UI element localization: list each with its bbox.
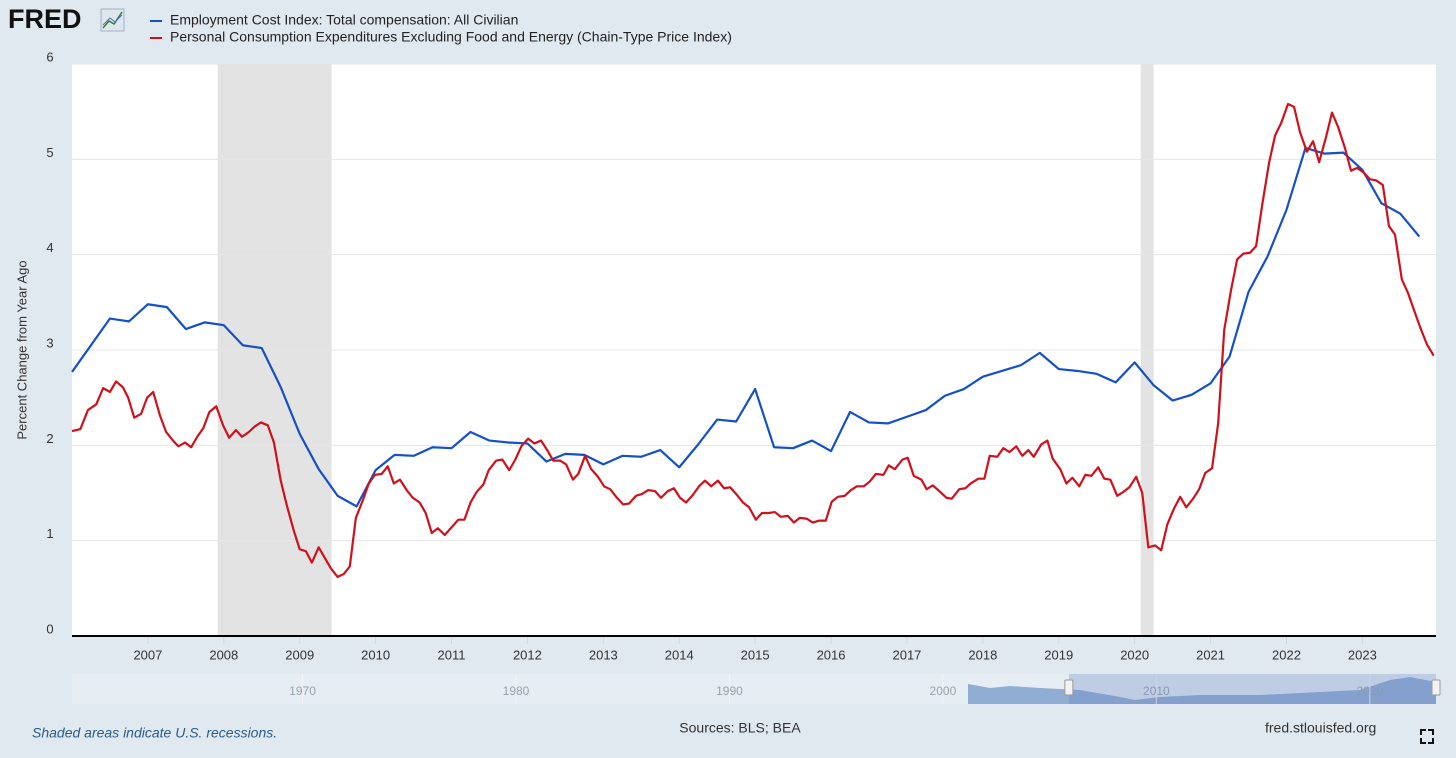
x-tick-label: 2009	[285, 647, 314, 662]
x-tick-label: 2022	[1272, 647, 1301, 662]
x-tick-label: 2018	[968, 647, 997, 662]
logo-icon	[100, 8, 125, 32]
x-tick-label: 2007	[133, 647, 162, 662]
y-tick-label: 6	[46, 49, 53, 64]
navigator-tick-label: 2020	[1356, 684, 1383, 698]
x-tick-label: 2020	[1120, 647, 1149, 662]
navigator-tick-label: 1970	[289, 684, 316, 698]
y-axis-label: Percent Change from Year Ago	[14, 260, 29, 439]
x-tick-label: 2010	[361, 647, 390, 662]
series-line	[71, 102, 1435, 578]
navigator-handle[interactable]	[1431, 679, 1441, 696]
series-line	[71, 146, 1421, 508]
sources: Sources: BLS; BEA	[679, 720, 801, 736]
legend-label: Personal Consumption Expenditures Exclud…	[170, 29, 732, 45]
logo[interactable]: FRED	[8, 4, 82, 34]
navigator-tick-label: 2000	[930, 684, 957, 698]
y-tick-label: 2	[46, 431, 53, 446]
navigator-tick-label: 2010	[1143, 684, 1170, 698]
x-tick-label: 2008	[209, 647, 238, 662]
navigator-sparkline	[968, 677, 1436, 704]
navigator-selection	[1068, 674, 1436, 704]
x-tick-label: 2014	[665, 647, 694, 662]
x-tick-label: 2021	[1196, 647, 1225, 662]
navigator-tick-label: 1990	[716, 684, 743, 698]
x-tick-label: 2019	[1044, 647, 1073, 662]
recession-note: Shaded areas indicate U.S. recessions.	[32, 725, 277, 741]
x-tick-label: 2015	[741, 647, 770, 662]
legend-label: Employment Cost Index: Total compensatio…	[170, 12, 518, 28]
x-tick-label: 2013	[589, 647, 618, 662]
x-tick-label: 2011	[438, 647, 466, 662]
x-tick-label: 2012	[513, 647, 542, 662]
x-tick-label: 2017	[892, 647, 921, 662]
x-tick-label: 2023	[1348, 647, 1377, 662]
fullscreen-icon[interactable]	[1420, 729, 1434, 744]
site-link[interactable]: fred.stlouisfed.org	[1265, 720, 1376, 736]
y-tick-label: 1	[46, 526, 53, 541]
y-tick-label: 4	[46, 240, 53, 255]
navigator-handle[interactable]	[1064, 679, 1074, 696]
navigator-tick-label: 1980	[503, 684, 530, 698]
y-tick-label: 0	[46, 621, 53, 636]
navigator: 1970 1980 1990 2000 2010 2020	[72, 674, 1441, 704]
y-tick-label: 5	[46, 145, 53, 160]
y-tick-label: 3	[46, 335, 53, 350]
x-tick-label: 2016	[817, 647, 846, 662]
